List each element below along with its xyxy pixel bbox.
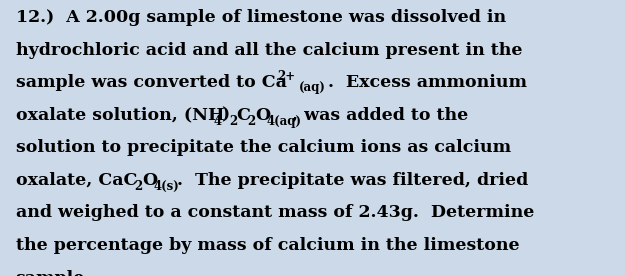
Text: .  Excess ammonium: . Excess ammonium bbox=[328, 74, 527, 91]
Text: 4(s): 4(s) bbox=[153, 180, 179, 193]
Text: the percentage by mass of calcium in the limestone: the percentage by mass of calcium in the… bbox=[16, 237, 519, 254]
Text: oxalate solution, (NH: oxalate solution, (NH bbox=[16, 107, 224, 124]
Text: 12.)  A 2.00g sample of limestone was dissolved in: 12.) A 2.00g sample of limestone was dis… bbox=[16, 9, 506, 26]
Text: (aq): (aq) bbox=[299, 81, 326, 94]
Text: sample.: sample. bbox=[16, 270, 91, 276]
Text: 2: 2 bbox=[229, 115, 237, 128]
Text: ): ) bbox=[221, 107, 229, 124]
Text: , was added to the: , was added to the bbox=[292, 107, 469, 124]
Text: and weighed to a constant mass of 2.43g.  Determine: and weighed to a constant mass of 2.43g.… bbox=[16, 205, 534, 221]
Text: oxalate, CaC: oxalate, CaC bbox=[16, 172, 137, 189]
Text: 4(aq): 4(aq) bbox=[266, 115, 301, 128]
Text: 2: 2 bbox=[248, 115, 256, 128]
Text: C: C bbox=[236, 107, 250, 124]
Text: solution to precipitate the calcium ions as calcium: solution to precipitate the calcium ions… bbox=[16, 139, 511, 156]
Text: 2: 2 bbox=[134, 180, 142, 193]
Text: hydrochloric acid and all the calcium present in the: hydrochloric acid and all the calcium pr… bbox=[16, 42, 522, 59]
Text: O: O bbox=[142, 172, 157, 189]
Text: O: O bbox=[255, 107, 270, 124]
Text: .  The precipitate was filtered, dried: . The precipitate was filtered, dried bbox=[177, 172, 528, 189]
Text: sample was converted to Ca: sample was converted to Ca bbox=[16, 74, 286, 91]
Text: 2+: 2+ bbox=[277, 70, 295, 83]
Text: 4: 4 bbox=[214, 115, 222, 128]
